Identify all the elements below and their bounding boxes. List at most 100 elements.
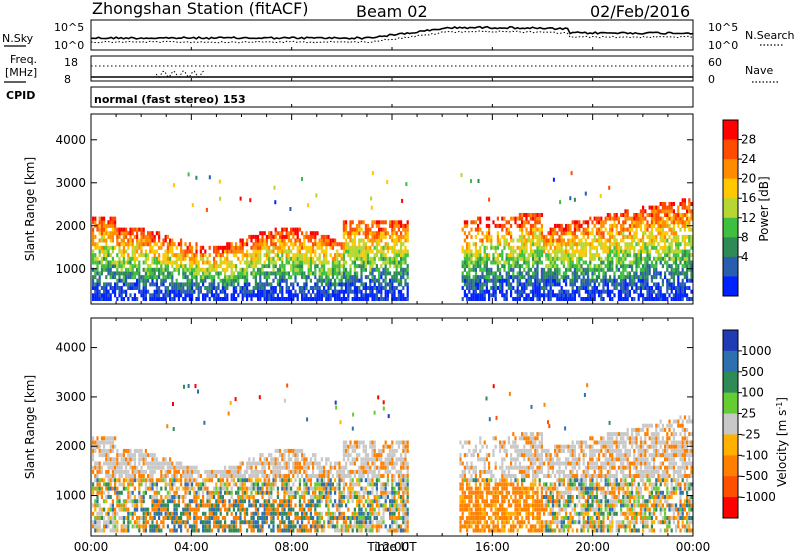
heatmap-cell <box>221 478 224 483</box>
heatmap-cell <box>125 231 128 236</box>
heatmap-cell <box>175 264 178 269</box>
heatmap-cell <box>294 253 297 258</box>
heatmap-cell <box>248 289 251 294</box>
heatmap-cell <box>562 249 565 254</box>
heatmap-cell <box>567 242 570 247</box>
heatmap-cell <box>384 245 387 250</box>
heatmap-cell <box>622 286 625 290</box>
heatmap-cell <box>153 293 156 298</box>
heatmap-cell <box>659 234 662 239</box>
heatmap-cell <box>287 256 290 261</box>
heatmap-cell <box>268 478 271 483</box>
heatmap-cell <box>230 271 233 276</box>
heatmap-cell <box>683 238 686 243</box>
heatmap-cell <box>173 253 176 258</box>
heatmap-cell <box>250 478 253 483</box>
heatmap-cell <box>631 245 634 250</box>
heatmap-cell <box>202 528 205 533</box>
heatmap-cell <box>670 238 673 243</box>
heatmap-cell <box>296 260 299 265</box>
heatmap-cell <box>468 297 471 301</box>
heatmap-cell <box>642 271 645 276</box>
heatmap-cell <box>606 267 609 272</box>
heatmap-cell <box>609 264 612 269</box>
heatmap-cell <box>237 528 240 533</box>
heatmap-cell <box>105 486 108 491</box>
heatmap-cell <box>281 227 284 232</box>
heatmap-cell <box>153 499 156 504</box>
heatmap-cell <box>567 260 570 265</box>
heatmap-cell <box>105 227 108 232</box>
heatmap-cell <box>545 242 548 247</box>
heatmap-cell <box>254 490 257 495</box>
heatmap-cell <box>285 249 288 254</box>
heatmap-cell <box>371 223 374 228</box>
heatmap-cell <box>109 245 112 250</box>
heatmap-cell <box>617 293 620 298</box>
heatmap-cell <box>188 271 191 276</box>
heatmap-cell <box>382 234 385 239</box>
heatmap-cell <box>188 245 191 250</box>
heatmap-cell <box>571 289 574 294</box>
heatmap-cell <box>523 267 526 272</box>
heatmap-cell <box>648 242 651 247</box>
heatmap-cell <box>127 282 130 287</box>
heatmap-cell <box>611 282 614 287</box>
heatmap-cell <box>180 242 183 247</box>
heatmap-cell <box>213 249 216 254</box>
heatmap-cell <box>191 486 194 491</box>
heatmap-cell <box>617 253 620 258</box>
heatmap-cell <box>144 453 147 458</box>
heatmap-cell <box>494 256 497 261</box>
heatmap-cell <box>98 282 101 287</box>
heatmap-cell <box>521 275 524 280</box>
heatmap-cell <box>391 245 394 250</box>
heatmap-cell <box>103 267 106 272</box>
heatmap-cell <box>639 293 642 298</box>
heatmap-cell <box>494 223 497 228</box>
heatmap-cell <box>681 278 684 283</box>
heatmap-cell <box>250 245 253 250</box>
heatmap-cell <box>254 286 257 290</box>
heatmap-cell <box>466 275 469 280</box>
heatmap-cell <box>164 469 167 474</box>
heatmap-cell <box>353 242 356 247</box>
velocity-heatmap-cells <box>92 383 693 533</box>
heatmap-cell <box>595 238 598 243</box>
heatmap-cell <box>617 260 620 265</box>
heatmap-cell <box>600 238 603 243</box>
heatmap-cell <box>688 238 691 243</box>
heatmap-cell <box>593 216 596 221</box>
heatmap-cell <box>268 461 271 466</box>
heatmap-cell <box>221 528 224 533</box>
heatmap-cell <box>653 256 656 261</box>
heatmap-cell <box>626 293 629 298</box>
heatmap-cell <box>505 231 508 236</box>
heatmap-cell <box>114 482 117 487</box>
heatmap-cell <box>598 256 601 261</box>
heatmap-cell <box>571 238 574 243</box>
heatmap-cell <box>318 297 321 301</box>
heatmap-cell <box>100 507 103 512</box>
heatmap-cell <box>151 260 154 265</box>
heatmap-cell <box>129 242 132 247</box>
heatmap-cell <box>257 297 260 301</box>
heatmap-cell <box>681 289 684 294</box>
heatmap-cell <box>523 289 526 294</box>
heatmap-cell <box>177 267 180 272</box>
heatmap-cell <box>628 249 631 254</box>
heatmap-cell <box>602 220 605 225</box>
heatmap-cell <box>609 297 612 301</box>
heatmap-cell <box>206 478 209 483</box>
heatmap-cell <box>254 264 257 269</box>
heatmap-cell <box>512 264 515 269</box>
heatmap-cell <box>232 245 235 250</box>
heatmap-cell <box>481 238 484 243</box>
heatmap-cell <box>569 260 572 265</box>
heatmap-cell <box>208 260 211 265</box>
heatmap-cell <box>296 282 299 287</box>
heatmap-cell <box>103 440 106 445</box>
heatmap-cell <box>127 516 130 520</box>
heatmap-cell <box>650 231 653 236</box>
